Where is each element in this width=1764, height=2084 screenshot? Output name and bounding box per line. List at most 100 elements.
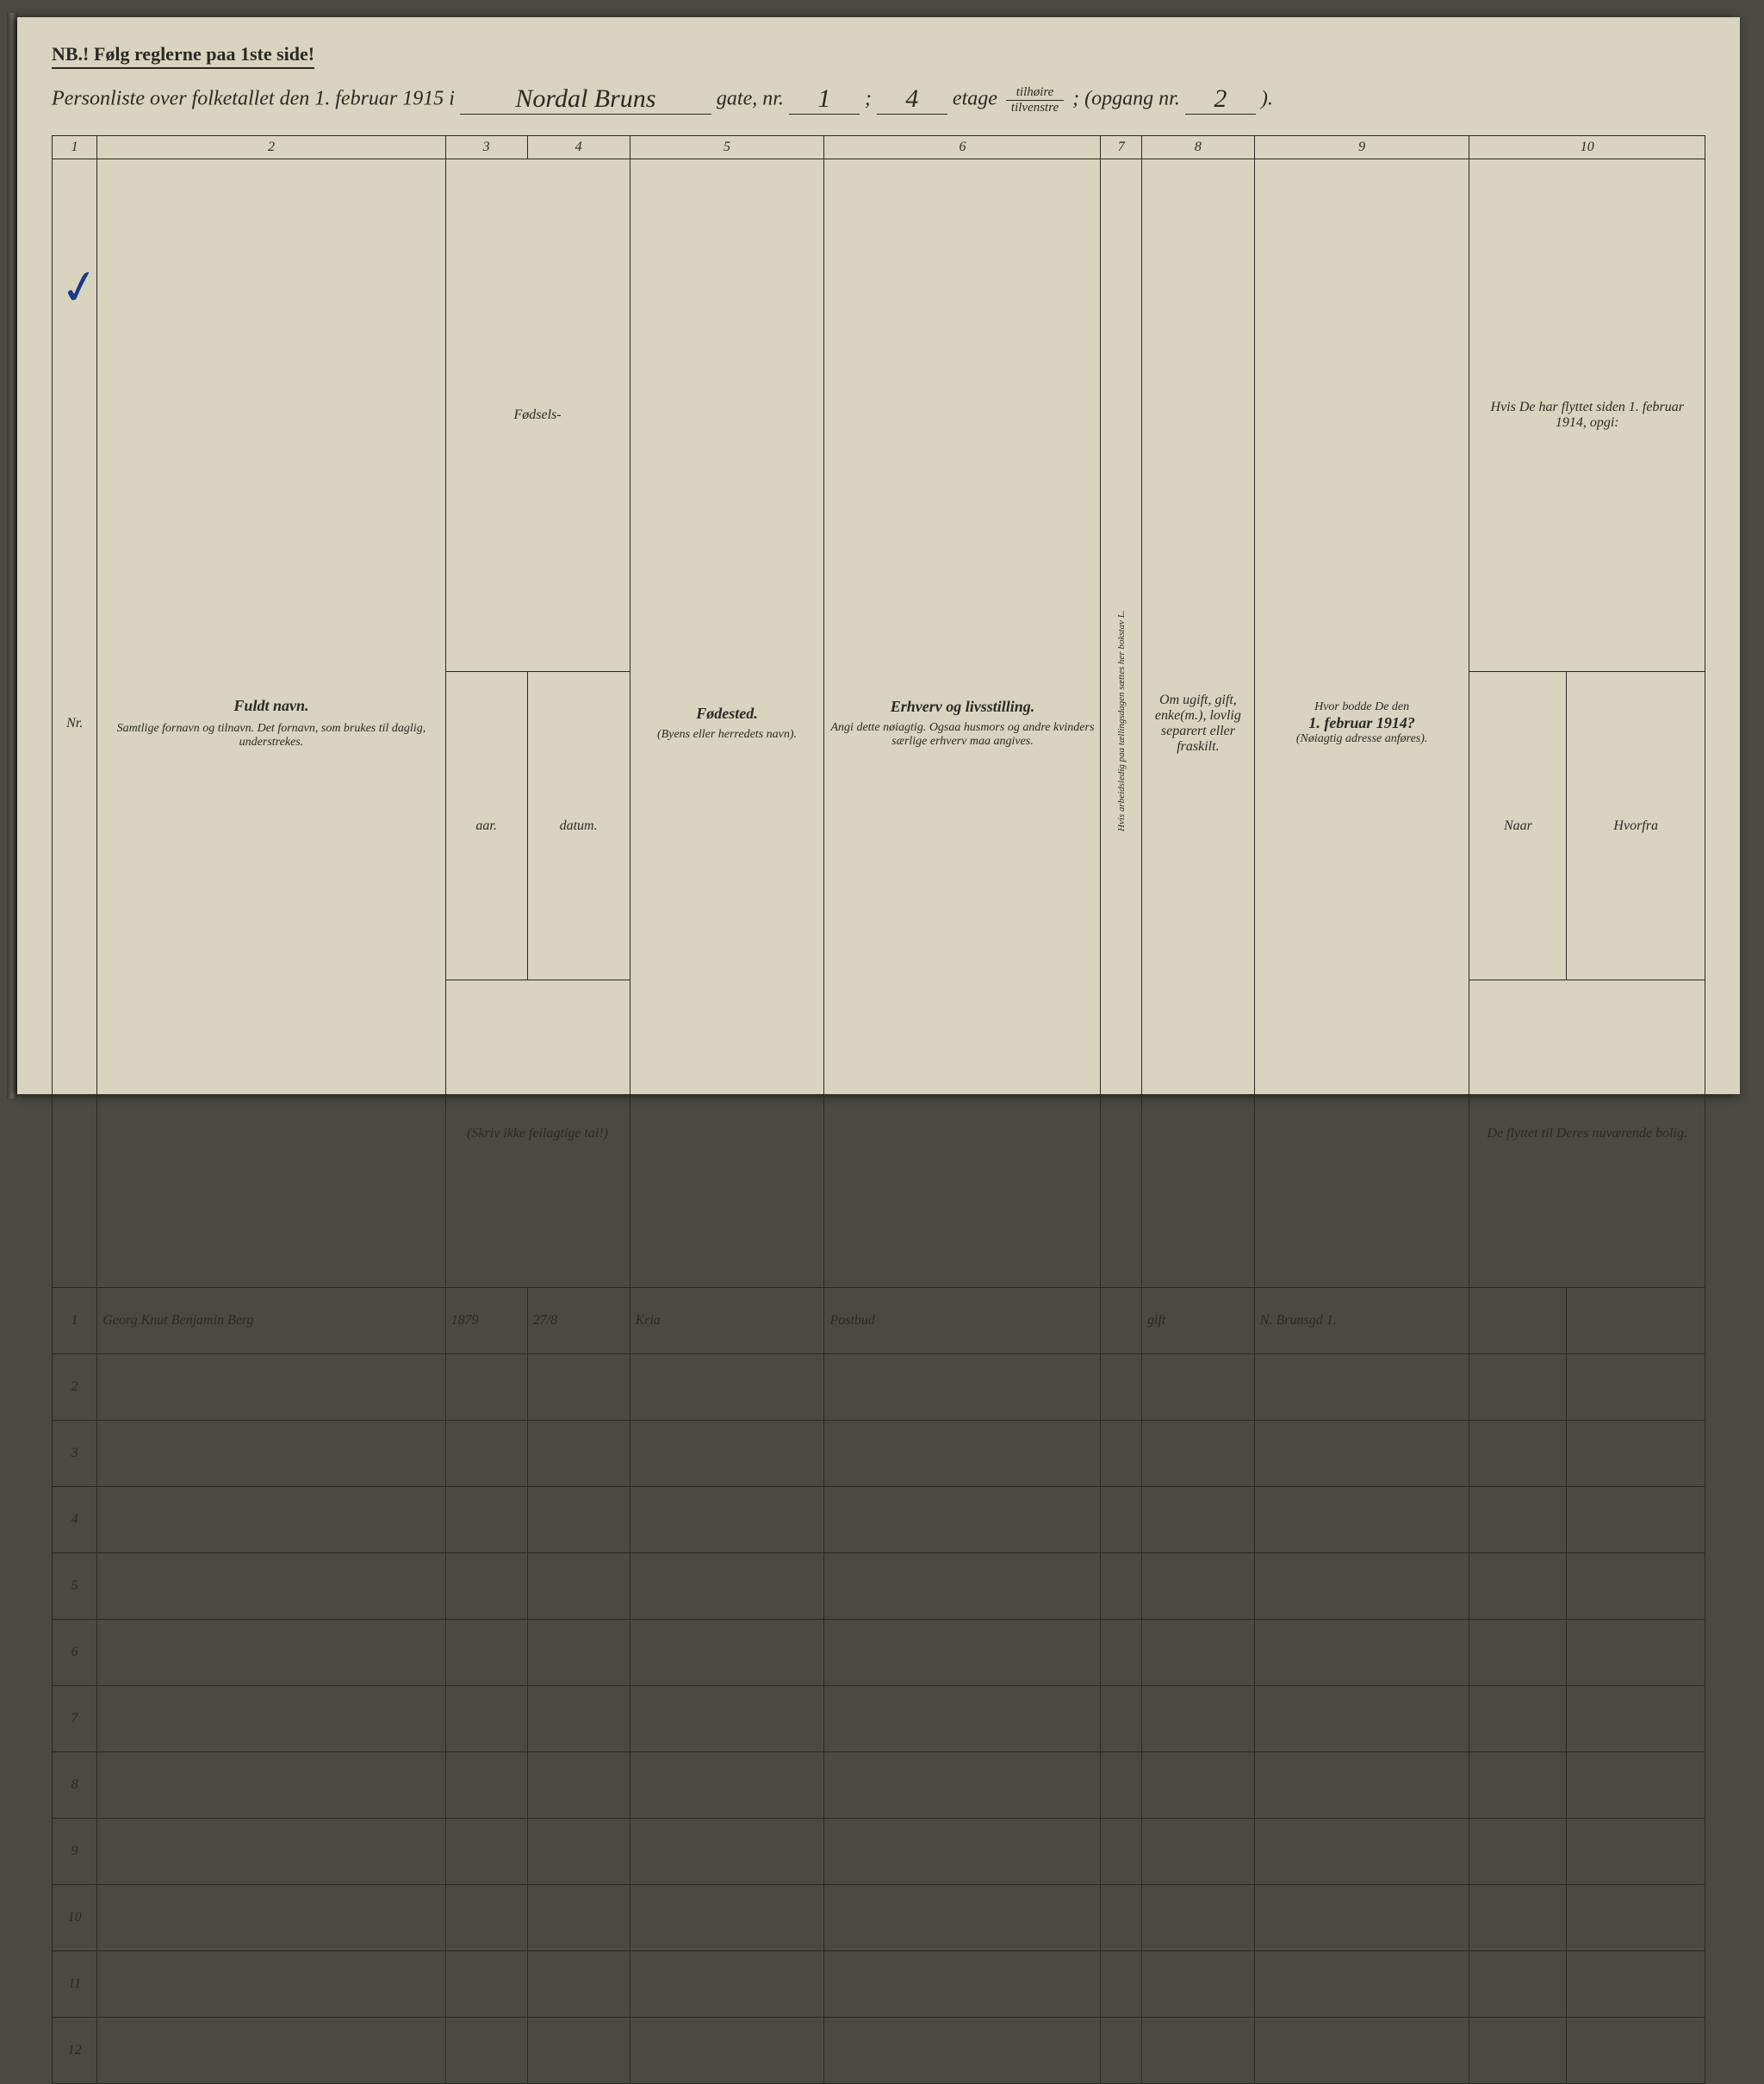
cell-navn — [97, 1686, 445, 1752]
cell-ledig — [1101, 1951, 1142, 2018]
colnum-9: 9 — [1254, 136, 1469, 159]
cell-hvorfra — [1567, 1620, 1705, 1686]
cell-ledig — [1101, 1819, 1142, 1885]
hdr-col9: Hvor bodde De den 1. februar 1914? (Nøia… — [1254, 159, 1469, 1288]
census-form-page: NB.! Følg reglerne paa 1ste side! Person… — [17, 17, 1740, 1094]
cell-ledig — [1101, 1553, 1142, 1620]
cell-sivilstand — [1142, 1951, 1255, 2018]
cell-datum — [527, 1686, 630, 1752]
hdr-col10-sub: De flyttet til Deres nuværende bolig. — [1469, 980, 1705, 1287]
nr-field: 1 — [789, 84, 860, 115]
cell-naar — [1469, 1354, 1567, 1421]
cell-erhverv — [824, 1885, 1101, 1951]
hdr-datum: datum. — [527, 672, 630, 980]
cell-naar — [1469, 1819, 1567, 1885]
table-row: 5 — [53, 1553, 1705, 1620]
hdr-navn-sub: Samtlige fornavn og tilnavn. Det fornavn… — [102, 722, 439, 750]
cell-datum — [527, 2018, 630, 2084]
table-row: 11 — [53, 1951, 1705, 2018]
hdr-erhv-sub: Angi dette nøiagtig. Ogsaa husmors og an… — [829, 721, 1095, 749]
cell-naar — [1469, 1288, 1567, 1354]
table-row: 8 — [53, 1752, 1705, 1819]
row-number: 4 — [53, 1487, 97, 1553]
hdr-col9-main: 1. februar 1914? — [1260, 714, 1464, 732]
cell-erhverv — [824, 1620, 1101, 1686]
cell-datum — [527, 1752, 630, 1819]
table-row: 3 — [53, 1421, 1705, 1487]
cell-naar — [1469, 1686, 1567, 1752]
hdr-col9-pre: Hvor bodde De den — [1260, 700, 1464, 714]
cell-navn — [97, 1553, 445, 1620]
cell-aar — [445, 1553, 527, 1620]
cell-sivilstand — [1142, 1819, 1255, 1885]
hdr-col7: Hvis arbeidsledig paa tællingsdagen sætt… — [1101, 159, 1142, 1288]
header-prefix: Personliste over folketallet den 1. febr… — [52, 88, 455, 110]
cell-ledig — [1101, 1288, 1142, 1354]
opgang-field: 2 — [1185, 84, 1256, 115]
cell-erhverv — [824, 1487, 1101, 1553]
cell-erhverv — [824, 1686, 1101, 1752]
sep2: ; (opgang nr. — [1072, 88, 1180, 110]
cell-naar — [1469, 1421, 1567, 1487]
cell-navn — [97, 1487, 445, 1553]
colnum-7: 7 — [1101, 136, 1142, 159]
colnum-10: 10 — [1469, 136, 1705, 159]
cell-sivilstand — [1142, 1487, 1255, 1553]
cell-aar — [445, 1819, 527, 1885]
cell-1914 — [1254, 1885, 1469, 1951]
cell-datum — [527, 1819, 630, 1885]
cell-fodested — [630, 2018, 824, 2084]
cell-aar — [445, 1686, 527, 1752]
cell-fodested — [630, 1885, 824, 1951]
cell-erhverv: Postbud — [824, 1288, 1101, 1354]
table-row: 1Georg Knut Benjamin Berg187927/8KriaPos… — [53, 1288, 1705, 1354]
cell-ledig — [1101, 1487, 1142, 1553]
row-number: 5 — [53, 1553, 97, 1620]
cell-hvorfra — [1567, 1951, 1705, 2018]
cell-ledig — [1101, 1620, 1142, 1686]
close-paren: ). — [1261, 88, 1273, 110]
cell-erhverv — [824, 1553, 1101, 1620]
cell-hvorfra — [1567, 1819, 1705, 1885]
cell-sivilstand — [1142, 1354, 1255, 1421]
table-row: 7 — [53, 1686, 1705, 1752]
cell-aar — [445, 1885, 527, 1951]
cell-ledig — [1101, 1885, 1142, 1951]
hdr-fodested-main: Fødested. — [636, 705, 819, 723]
hdr-col7-text: Hvis arbeidsledig paa tællingsdagen sætt… — [1116, 163, 1127, 1279]
cell-navn — [97, 1752, 445, 1819]
cell-erhverv — [824, 1421, 1101, 1487]
row-number: 9 — [53, 1819, 97, 1885]
cell-sivilstand — [1142, 2018, 1255, 2084]
row-number: 7 — [53, 1686, 97, 1752]
cell-sivilstand — [1142, 1553, 1255, 1620]
cell-fodested — [630, 1686, 824, 1752]
hdr-naar: Naar — [1469, 672, 1567, 980]
cell-navn — [97, 1620, 445, 1686]
cell-aar — [445, 1620, 527, 1686]
cell-erhverv — [824, 1819, 1101, 1885]
cell-erhverv — [824, 1354, 1101, 1421]
cell-hvorfra — [1567, 1752, 1705, 1819]
cell-datum — [527, 1620, 630, 1686]
hdr-aar: aar. — [445, 672, 527, 980]
cell-sivilstand — [1142, 1620, 1255, 1686]
cell-1914 — [1254, 1819, 1469, 1885]
cell-datum — [527, 1951, 630, 2018]
cell-naar — [1469, 1752, 1567, 1819]
colnum-1: 1 — [53, 136, 97, 159]
colnum-4: 4 — [527, 136, 630, 159]
cell-navn: Georg Knut Benjamin Berg — [97, 1288, 445, 1354]
frac-top: tilhøire — [1006, 85, 1064, 101]
page-binding-edge — [7, 13, 17, 1098]
hdr-nr: Nr. — [53, 159, 97, 1288]
hdr-fodested-sub: (Byens eller herredets navn). — [636, 728, 819, 742]
cell-sivilstand — [1142, 1885, 1255, 1951]
etage-label: etage — [953, 88, 997, 110]
cell-datum — [527, 1885, 630, 1951]
nb-warning: NB.! Følg reglerne paa 1ste side! — [52, 43, 314, 69]
cell-aar — [445, 1487, 527, 1553]
frac-bot: tilvenstre — [1006, 101, 1064, 115]
row-number: 3 — [53, 1421, 97, 1487]
cell-fodested — [630, 1354, 824, 1421]
